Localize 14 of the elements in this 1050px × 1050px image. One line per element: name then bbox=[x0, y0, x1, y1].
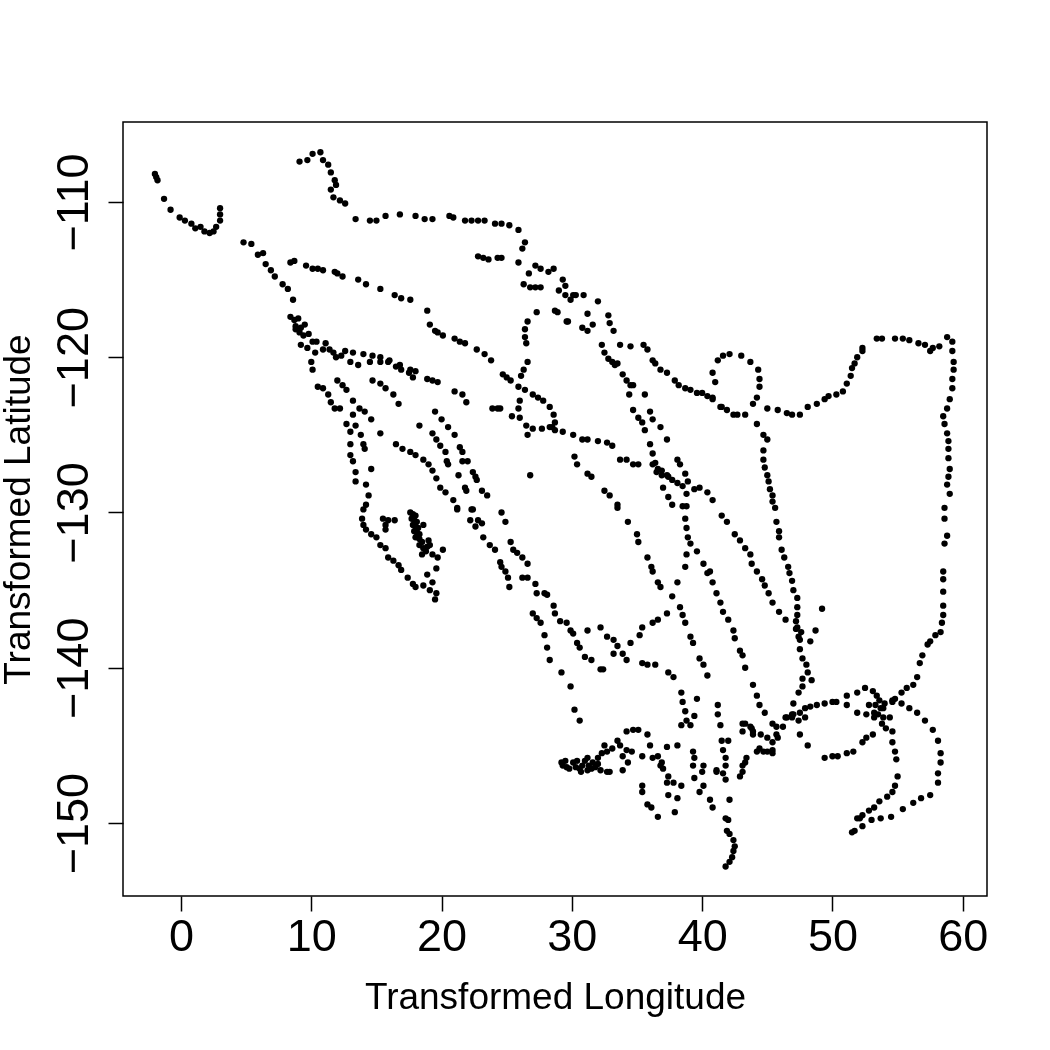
x-tick-label: 60 bbox=[938, 909, 989, 961]
x-tick-label: 0 bbox=[168, 909, 194, 961]
y-tick-label: −120 bbox=[46, 307, 98, 409]
y-tick-label: −140 bbox=[46, 617, 98, 719]
x-axis-title: Transformed Longitude bbox=[364, 975, 747, 1017]
y-tick-label: −130 bbox=[46, 462, 98, 564]
x-tick-label: 20 bbox=[417, 909, 468, 961]
y-tick-label: −110 bbox=[46, 153, 98, 252]
x-tick-label: 50 bbox=[807, 909, 858, 961]
x-tick-label: 10 bbox=[286, 909, 337, 961]
y-axis-title: Transformed Latitude bbox=[0, 334, 38, 685]
x-tick-label: 30 bbox=[547, 909, 598, 961]
x-tick-label: 40 bbox=[677, 909, 728, 961]
y-tick-label: −150 bbox=[46, 772, 98, 875]
